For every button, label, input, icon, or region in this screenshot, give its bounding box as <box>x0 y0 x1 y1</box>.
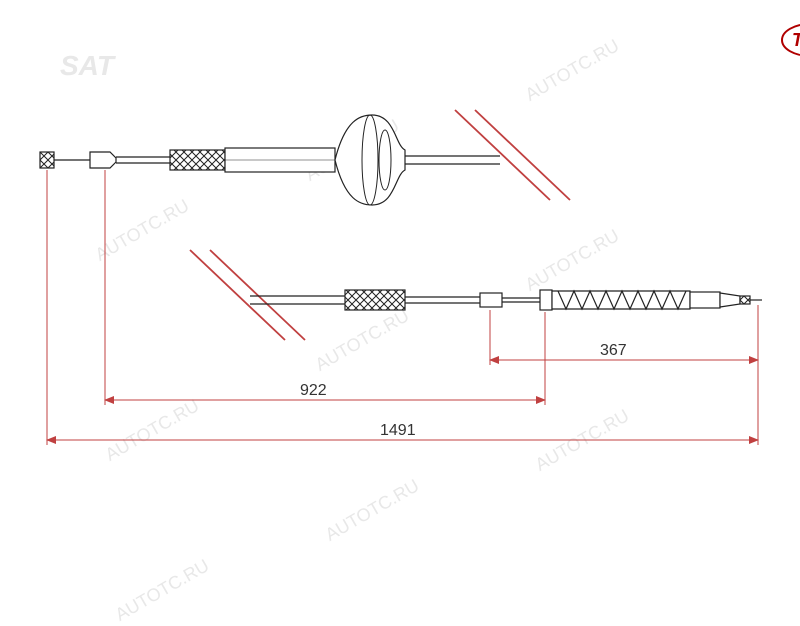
technical-drawing: 367 922 1491 <box>0 0 800 600</box>
cable-drawing-row1 <box>40 110 570 205</box>
dimension-mid-length: 922 <box>300 382 327 399</box>
dimension-end-length: 367 <box>600 342 627 359</box>
dimension-total-length: 1491 <box>380 422 416 439</box>
cable-drawing-row2 <box>190 250 762 340</box>
